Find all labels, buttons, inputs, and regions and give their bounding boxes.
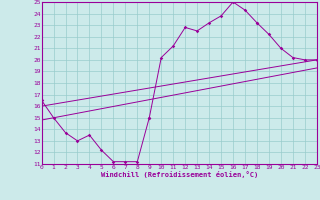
X-axis label: Windchill (Refroidissement éolien,°C): Windchill (Refroidissement éolien,°C) bbox=[100, 171, 258, 178]
